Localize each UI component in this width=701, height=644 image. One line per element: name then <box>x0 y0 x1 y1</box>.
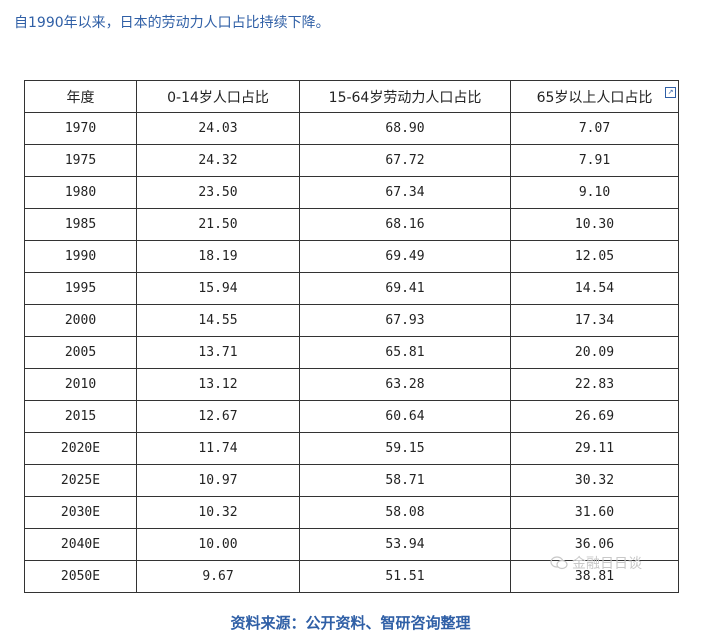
cell-age-65-plus: 14.54 <box>510 272 679 305</box>
cell-age-65-plus: 29.11 <box>510 432 679 465</box>
table-header-row: 年度 0-14岁人口占比 15-64岁劳动力人口占比 65岁以上人口占比 ↗ <box>24 80 679 113</box>
table-body: 1970 24.03 68.90 7.07 1975 24.32 67.72 7.91 1980… <box>24 112 679 593</box>
cell-age-0-14: 14.55 <box>136 304 300 337</box>
cell-age-0-14: 10.00 <box>136 528 300 561</box>
cell-age-65-plus: 17.34 <box>510 304 679 337</box>
cell-age-15-64: 69.41 <box>299 272 511 305</box>
cell-year: 1975 <box>24 144 137 177</box>
cell-age-0-14: 13.12 <box>136 368 300 401</box>
cell-age-0-14: 18.19 <box>136 240 300 273</box>
cell-age-15-64: 59.15 <box>299 432 511 465</box>
table-row: 2040E 10.00 53.94 36.06 <box>24 528 679 561</box>
cell-age-0-14: 9.67 <box>136 560 300 593</box>
cell-age-15-64: 51.51 <box>299 560 511 593</box>
cell-age-15-64: 68.16 <box>299 208 511 241</box>
cell-year: 2000 <box>24 304 137 337</box>
cell-age-65-plus: 22.83 <box>510 368 679 401</box>
cell-age-15-64: 65.81 <box>299 336 511 369</box>
cell-age-15-64: 58.71 <box>299 464 511 497</box>
table-row: 1975 24.32 67.72 7.91 <box>24 144 679 177</box>
cell-age-15-64: 53.94 <box>299 528 511 561</box>
table-row: 2000 14.55 67.93 17.34 <box>24 304 679 337</box>
cell-age-65-plus: 30.32 <box>510 464 679 497</box>
cell-year: 1980 <box>24 176 137 209</box>
cell-age-15-64: 67.34 <box>299 176 511 209</box>
cell-year: 2025E <box>24 464 137 497</box>
cell-age-65-plus: 26.69 <box>510 400 679 433</box>
table-row: 1985 21.50 68.16 10.30 <box>24 208 679 241</box>
cell-year: 1995 <box>24 272 137 305</box>
population-table: 年度 0-14岁人口占比 15-64岁劳动力人口占比 65岁以上人口占比 ↗ 1… <box>24 80 679 593</box>
table-row: 2050E 9.67 51.51 38.81 <box>24 560 679 593</box>
cell-age-0-14: 13.71 <box>136 336 300 369</box>
table-row: 2010 13.12 63.28 22.83 <box>24 368 679 401</box>
cell-age-15-64: 67.72 <box>299 144 511 177</box>
cell-age-65-plus: 12.05 <box>510 240 679 273</box>
cell-age-0-14: 21.50 <box>136 208 300 241</box>
cell-age-65-plus: 38.81 <box>510 560 679 593</box>
cell-age-65-plus: 10.30 <box>510 208 679 241</box>
cell-age-0-14: 24.32 <box>136 144 300 177</box>
cell-year: 2040E <box>24 528 137 561</box>
table-row: 2015 12.67 60.64 26.69 <box>24 400 679 433</box>
watermark: 金融日日谈 <box>550 553 642 573</box>
header-year: 年度 <box>24 80 137 113</box>
table-row: 1970 24.03 68.90 7.07 <box>24 112 679 145</box>
table-row: 1980 23.50 67.34 9.10 <box>24 176 679 209</box>
cell-age-65-plus: 36.06 <box>510 528 679 561</box>
cell-age-0-14: 15.94 <box>136 272 300 305</box>
header-age-0-14: 0-14岁人口占比 <box>136 80 300 113</box>
cell-age-65-plus: 7.07 <box>510 112 679 145</box>
cell-age-0-14: 10.32 <box>136 496 300 529</box>
cell-age-0-14: 23.50 <box>136 176 300 209</box>
table-row: 1990 18.19 69.49 12.05 <box>24 240 679 273</box>
header-age-65-plus-label: 65岁以上人口占比 <box>536 89 653 106</box>
cell-age-15-64: 63.28 <box>299 368 511 401</box>
header-age-15-64: 15-64岁劳动力人口占比 <box>299 80 511 113</box>
cell-age-15-64: 69.49 <box>299 240 511 273</box>
cell-year: 2050E <box>24 560 137 593</box>
cell-year: 1990 <box>24 240 137 273</box>
table-row: 2005 13.71 65.81 20.09 <box>24 336 679 369</box>
cell-year: 1985 <box>24 208 137 241</box>
table-row: 2020E 11.74 59.15 29.11 <box>24 432 679 465</box>
cell-age-65-plus: 31.60 <box>510 496 679 529</box>
cell-age-0-14: 10.97 <box>136 464 300 497</box>
cell-year: 2030E <box>24 496 137 529</box>
cell-age-15-64: 58.08 <box>299 496 511 529</box>
cell-age-0-14: 24.03 <box>136 112 300 145</box>
cell-age-15-64: 68.90 <box>299 112 511 145</box>
cell-year: 2010 <box>24 368 137 401</box>
cell-year: 2005 <box>24 336 137 369</box>
source-note: 资料来源：公开资料、智研咨询整理 <box>230 614 471 632</box>
expand-icon[interactable]: ↗ <box>665 87 676 98</box>
cell-age-0-14: 11.74 <box>136 432 300 465</box>
cell-year: 2020E <box>24 432 137 465</box>
cell-age-0-14: 12.67 <box>136 400 300 433</box>
wechat-icon <box>550 556 568 570</box>
intro-text: 自1990年以来，日本的劳动力人口占比持续下降。 <box>14 15 330 31</box>
header-age-65-plus: 65岁以上人口占比 ↗ <box>510 80 679 113</box>
table-row: 2025E 10.97 58.71 30.32 <box>24 464 679 497</box>
cell-age-15-64: 67.93 <box>299 304 511 337</box>
cell-age-15-64: 60.64 <box>299 400 511 433</box>
watermark-text: 金融日日谈 <box>572 556 642 572</box>
cell-age-65-plus: 9.10 <box>510 176 679 209</box>
table-row: 1995 15.94 69.41 14.54 <box>24 272 679 305</box>
cell-year: 2015 <box>24 400 137 433</box>
cell-age-65-plus: 20.09 <box>510 336 679 369</box>
cell-year: 1970 <box>24 112 137 145</box>
cell-age-65-plus: 7.91 <box>510 144 679 177</box>
table-row: 2030E 10.32 58.08 31.60 <box>24 496 679 529</box>
